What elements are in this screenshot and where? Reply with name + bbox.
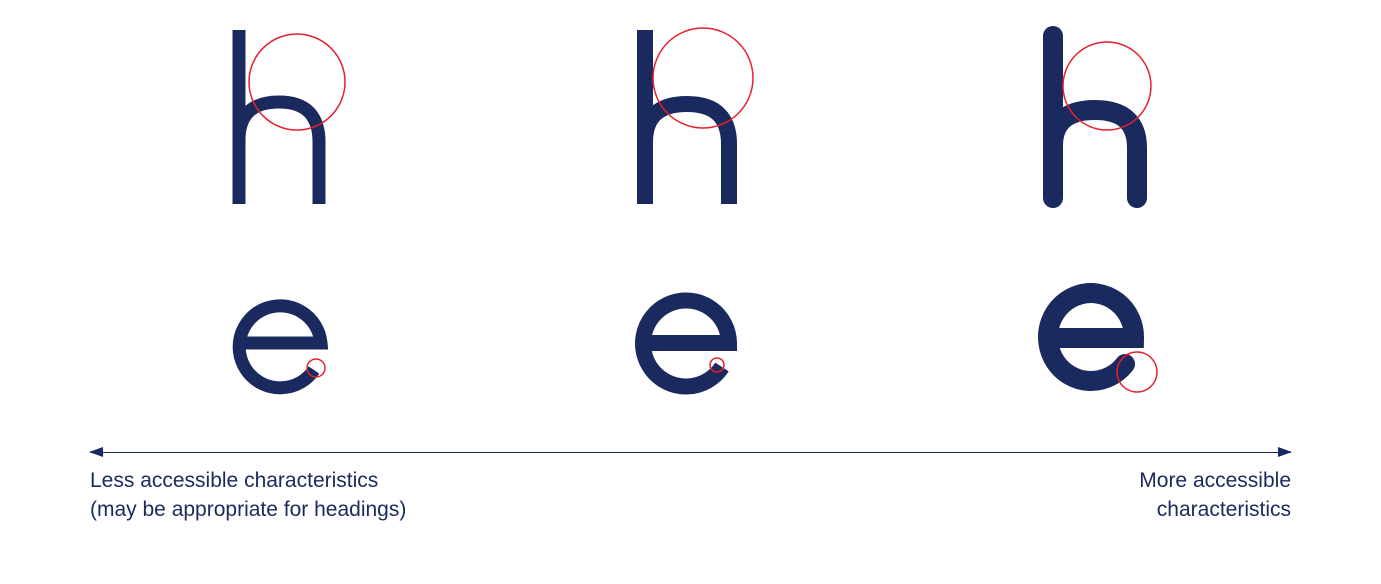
label-left-line2: (may be appropriate for headings) bbox=[90, 498, 406, 521]
label-less-accessible: Less accessible characteristics (may be … bbox=[90, 467, 406, 524]
glyph-h-mid bbox=[601, 10, 781, 210]
glyph-h-high bbox=[1003, 10, 1193, 210]
arrow-head-left-icon bbox=[89, 447, 103, 457]
label-right-line1: More accessible bbox=[1139, 469, 1291, 492]
label-left-line1: Less accessible characteristics bbox=[90, 469, 378, 492]
label-more-accessible: More accessible characteristics bbox=[1139, 467, 1291, 524]
column-low bbox=[134, 0, 434, 420]
arrow-line bbox=[90, 452, 1291, 453]
spectrum-arrow: Less accessible characteristics (may be … bbox=[90, 452, 1291, 524]
column-mid bbox=[541, 0, 841, 420]
spectrum-labels: Less accessible characteristics (may be … bbox=[90, 467, 1291, 524]
glyph-e-low bbox=[209, 270, 359, 420]
glyph-h-low bbox=[199, 10, 369, 210]
column-high bbox=[948, 0, 1248, 420]
glyph-e-high bbox=[1013, 270, 1183, 420]
arrow-head-right-icon bbox=[1278, 447, 1292, 457]
label-right-line2: characteristics bbox=[1157, 498, 1291, 521]
glyph-e-mid bbox=[611, 270, 771, 420]
glyph-columns bbox=[0, 0, 1381, 420]
